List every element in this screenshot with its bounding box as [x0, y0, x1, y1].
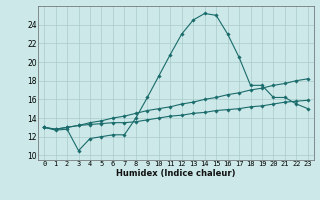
- X-axis label: Humidex (Indice chaleur): Humidex (Indice chaleur): [116, 169, 236, 178]
